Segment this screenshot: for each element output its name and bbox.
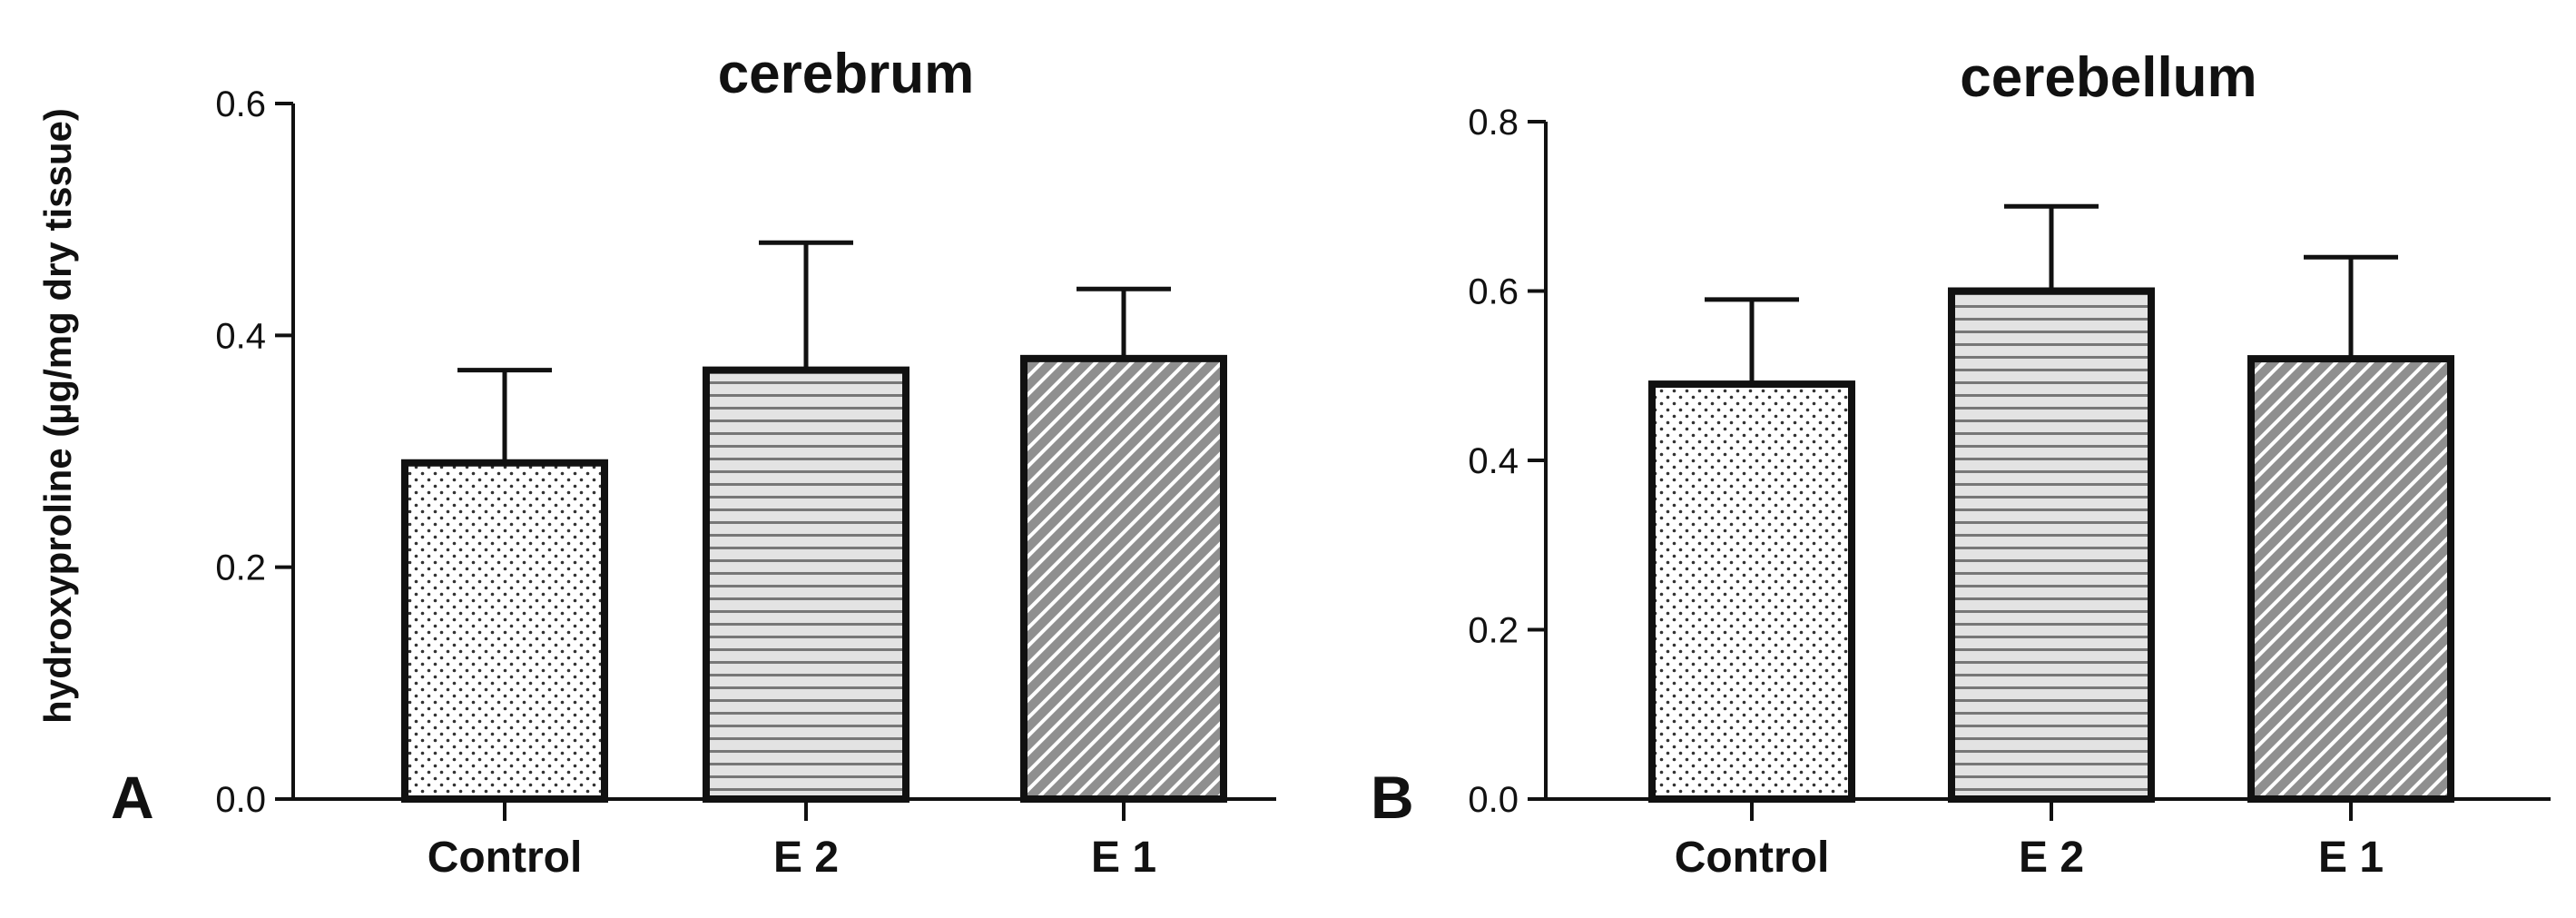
panel-letter: A [111,764,154,831]
x-tick-label: E 1 [1091,834,1156,882]
chart-title: cerebellum [1960,46,2256,109]
x-tick-label: E 1 [2318,834,2384,882]
bar-e1 [2247,355,2454,803]
y-tick-label: 0.4 [1468,441,1519,481]
bar-e2 [703,366,909,803]
y-tick-label: 0.6 [1468,272,1519,312]
y-tick-label: 0.2 [1468,611,1519,651]
y-tick-label: 0.6 [215,84,266,124]
x-tick-label: E 2 [2019,834,2084,882]
x-tick-label: Control [1675,834,1830,882]
panel-b-chart: cerebellum B 0.0 0.2 0.4 0.6 0.8 Control E 2 E … [1371,46,2551,882]
y-tick-label: 0.2 [215,548,266,588]
x-tick-label: E 2 [773,834,839,882]
bar-control [401,459,608,803]
x-tick-label: Control [428,834,583,882]
y-tick-label: 0.8 [1468,103,1519,143]
bar-e1 [1020,354,1227,803]
y-tick-label: 0.0 [1468,780,1519,820]
y-tick-label: 0.0 [215,780,266,820]
y-axis-label: hydroxyproline (µg/mg dry tissue) [36,108,79,724]
panel-a-chart: cerebrum A 0.0 0.2 0.4 0.6 Control E 2 E 1 [111,43,1276,882]
bar-control [1648,380,1855,803]
bar-e2 [1948,287,2155,803]
panel-letter: B [1371,764,1414,831]
y-tick-label: 0.4 [215,316,266,356]
chart-title: cerebrum [718,43,975,105]
